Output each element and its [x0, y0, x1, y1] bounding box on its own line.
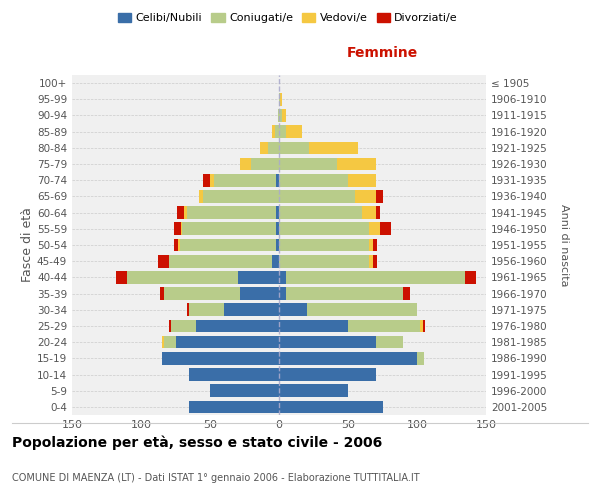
Bar	[417, 352, 424, 364]
Bar	[276, 222, 279, 235]
Bar	[260, 142, 268, 154]
Bar	[251, 158, 279, 170]
Bar	[348, 320, 420, 332]
Bar	[169, 255, 272, 268]
Bar	[187, 304, 190, 316]
Bar	[373, 255, 377, 268]
Bar	[422, 320, 425, 332]
Bar	[376, 336, 403, 348]
Bar	[224, 304, 279, 316]
Bar	[279, 304, 307, 316]
Bar	[403, 288, 410, 300]
Bar	[420, 320, 422, 332]
Bar	[272, 126, 275, 138]
Bar	[276, 238, 279, 252]
Bar	[280, 93, 282, 106]
Bar	[164, 336, 176, 348]
Bar	[278, 109, 279, 122]
Bar	[348, 174, 376, 186]
Bar	[190, 400, 279, 413]
Bar	[162, 352, 279, 364]
Bar	[279, 368, 376, 381]
Bar	[310, 142, 358, 154]
Text: COMUNE DI MAENZA (LT) - Dati ISTAT 1° gennaio 2006 - Elaborazione TUTTITALIA.IT: COMUNE DI MAENZA (LT) - Dati ISTAT 1° ge…	[12, 473, 419, 483]
Bar	[203, 174, 210, 186]
Bar	[162, 336, 164, 348]
Bar	[174, 222, 181, 235]
Bar	[279, 238, 368, 252]
Bar	[307, 304, 417, 316]
Bar	[279, 400, 383, 413]
Bar	[279, 384, 348, 397]
Bar	[279, 190, 355, 202]
Bar	[337, 158, 376, 170]
Bar	[127, 271, 238, 283]
Bar	[164, 288, 241, 300]
Bar	[276, 174, 279, 186]
Bar	[368, 222, 380, 235]
Bar	[279, 142, 310, 154]
Bar	[184, 206, 187, 219]
Bar	[279, 126, 286, 138]
Bar	[241, 158, 251, 170]
Bar	[279, 174, 348, 186]
Bar	[286, 271, 466, 283]
Bar	[210, 174, 214, 186]
Bar	[178, 238, 179, 252]
Bar	[279, 288, 286, 300]
Bar	[182, 222, 276, 235]
Bar	[368, 238, 373, 252]
Bar	[279, 222, 368, 235]
Bar	[272, 255, 279, 268]
Bar	[380, 222, 391, 235]
Bar	[362, 206, 376, 219]
Bar	[187, 206, 276, 219]
Bar	[179, 238, 276, 252]
Bar	[279, 352, 417, 364]
Text: Femmine: Femmine	[347, 46, 418, 60]
Bar	[238, 271, 279, 283]
Bar	[279, 93, 280, 106]
Bar	[116, 271, 127, 283]
Bar	[190, 368, 279, 381]
Bar	[276, 206, 279, 219]
Y-axis label: Fasce di età: Fasce di età	[21, 208, 34, 282]
Bar	[376, 206, 380, 219]
Bar	[214, 174, 276, 186]
Bar	[286, 126, 302, 138]
Bar	[190, 304, 224, 316]
Bar	[160, 288, 164, 300]
Bar	[177, 206, 184, 219]
Bar	[373, 238, 377, 252]
Legend: Celibi/Nubili, Coniugati/e, Vedovi/e, Divorziati/e: Celibi/Nubili, Coniugati/e, Vedovi/e, Di…	[113, 8, 463, 28]
Bar	[196, 320, 279, 332]
Bar	[241, 288, 279, 300]
Bar	[199, 190, 203, 202]
Bar	[275, 126, 279, 138]
Bar	[368, 255, 373, 268]
Bar	[279, 109, 282, 122]
Bar	[210, 384, 279, 397]
Bar	[279, 255, 368, 268]
Bar	[158, 255, 169, 268]
Bar	[376, 190, 383, 202]
Bar	[176, 336, 279, 348]
Bar	[466, 271, 476, 283]
Bar	[172, 320, 196, 332]
Bar	[169, 320, 172, 332]
Bar	[174, 238, 178, 252]
Bar	[203, 190, 279, 202]
Text: Popolazione per età, sesso e stato civile - 2006: Popolazione per età, sesso e stato civil…	[12, 436, 382, 450]
Bar	[279, 206, 362, 219]
Bar	[279, 320, 348, 332]
Bar	[282, 109, 286, 122]
Bar	[355, 190, 376, 202]
Y-axis label: Anni di nascita: Anni di nascita	[559, 204, 569, 286]
Bar	[279, 158, 337, 170]
Bar	[268, 142, 279, 154]
Bar	[279, 336, 376, 348]
Bar	[181, 222, 182, 235]
Bar	[286, 288, 403, 300]
Bar	[279, 271, 286, 283]
